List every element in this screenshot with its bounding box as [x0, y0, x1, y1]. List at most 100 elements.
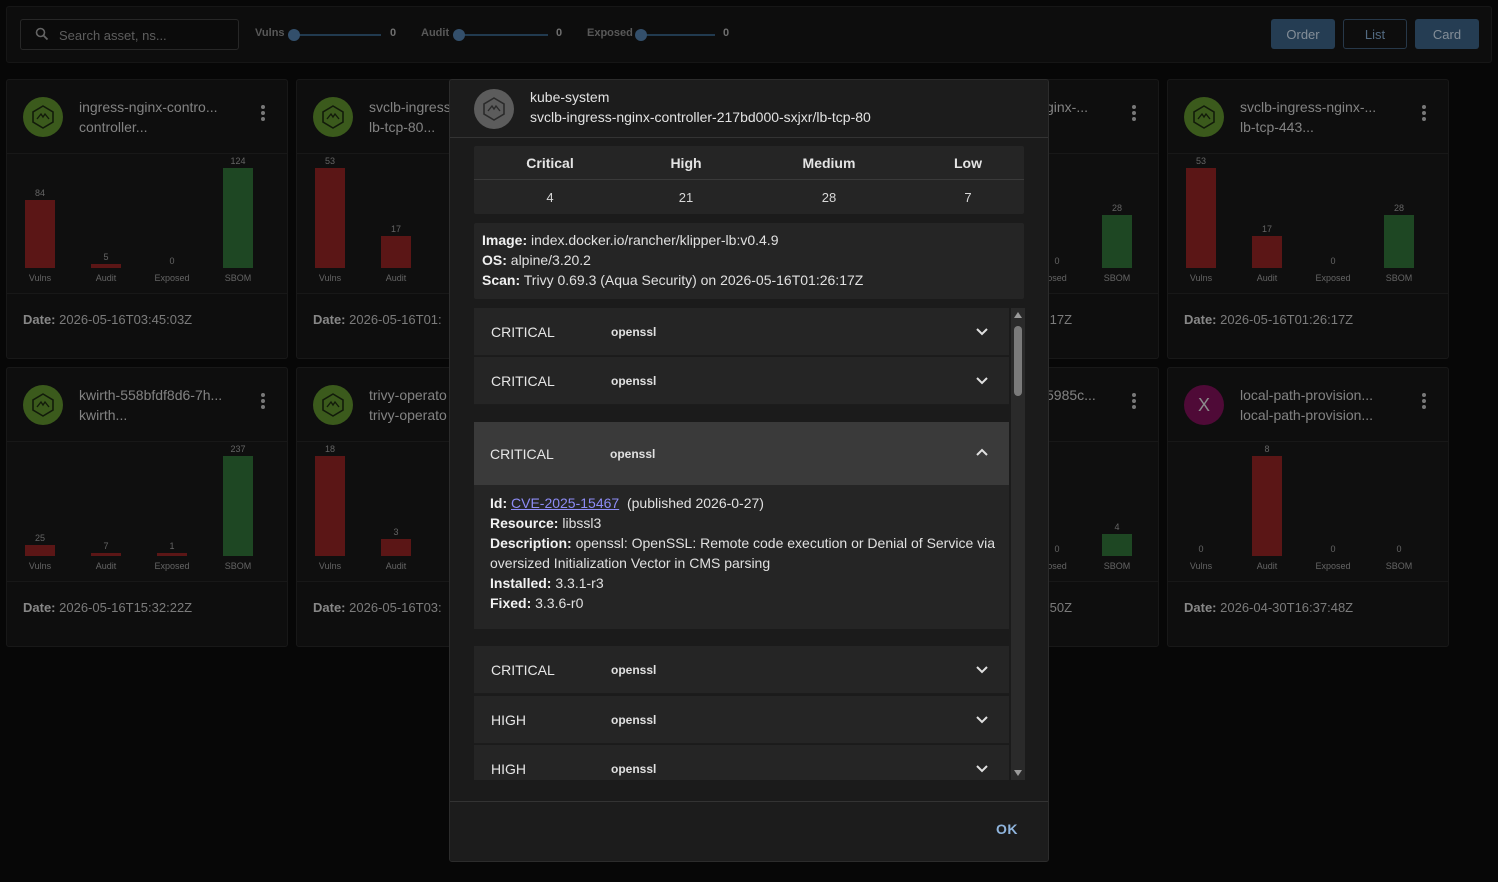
scroll-down-arrow-icon[interactable]	[1014, 770, 1022, 776]
bar-column: 5 Audit	[73, 154, 139, 294]
description-value: openssl: OpenSSL: Remote code execution …	[490, 535, 996, 571]
list-button[interactable]: List	[1343, 19, 1407, 49]
chevron-down-icon[interactable]	[975, 712, 989, 726]
exposed-slider-label: Exposed	[587, 27, 633, 39]
vuln-row[interactable]: CRITICAL openssl	[474, 357, 1009, 405]
scroll-up-arrow-icon[interactable]	[1014, 312, 1022, 318]
bar-vulns[interactable]	[315, 456, 345, 556]
severity-summary-table: Critical High Medium Low 4 21 28 7	[474, 146, 1024, 214]
expanded-row-header[interactable]: CRITICAL openssl	[474, 422, 1009, 485]
bar-vulns[interactable]	[25, 545, 55, 556]
bar-value-label: 0	[1054, 256, 1060, 266]
chevron-down-icon[interactable]	[975, 761, 989, 775]
kubernetes-icon	[313, 385, 353, 425]
bar-audit[interactable]	[1252, 236, 1282, 268]
bar-category-label: SBOM	[1385, 273, 1413, 283]
order-button[interactable]: Order	[1271, 19, 1335, 49]
card-title: kwirth-558bfdf8d6-7h... kwirth...	[79, 385, 222, 425]
audit-slider[interactable]: Audit 0	[421, 27, 571, 43]
asset-card[interactable]: kwirth-558bfdf8d6-7h... kwirth... 25 Vulns 7…	[6, 367, 288, 647]
cve-link[interactable]: CVE-2025-15467	[511, 495, 620, 511]
asset-card[interactable]: svclb-ingress-nginx-... lb-tcp-443... 53 Vu…	[1167, 79, 1449, 359]
scrollbar-thumb[interactable]	[1014, 326, 1022, 396]
vuln-row[interactable]: CRITICAL openssl	[474, 308, 1009, 356]
bar-column: 0 osed	[1024, 154, 1090, 294]
bar-vulns[interactable]	[315, 168, 345, 268]
audit-slider-track[interactable]	[458, 34, 548, 36]
audit-slider-value: 0	[556, 27, 563, 39]
card-date-value: 2026-05-16T15:32:22Z	[59, 600, 193, 615]
more-vert-icon[interactable]	[1132, 105, 1136, 121]
bar-audit[interactable]	[381, 539, 411, 556]
bar-audit[interactable]	[1252, 456, 1282, 556]
vulnerability-list-scrollbar[interactable]	[1011, 308, 1025, 780]
bar-audit[interactable]	[91, 264, 121, 268]
bar-value-label: 124	[230, 156, 246, 166]
bar-category-label: Vulns	[1189, 561, 1213, 571]
more-vert-icon[interactable]	[261, 105, 265, 121]
bar-category-label: Exposed	[154, 273, 190, 283]
bar-sbom[interactable]	[223, 168, 253, 268]
installed-label: Installed:	[490, 575, 552, 591]
bar-sbom[interactable]	[1102, 534, 1132, 556]
bar-audit[interactable]	[381, 236, 411, 268]
vuln-row[interactable]: CRITICAL openssl	[474, 646, 1009, 694]
vuln-package: openssl	[611, 325, 657, 339]
bar-category-label: Audit	[1256, 561, 1278, 571]
installed-value: 3.3.1-r3	[555, 575, 604, 591]
bar-vulns[interactable]	[25, 200, 55, 268]
dialog-header: kube-system svclb-ingress-nginx-controll…	[450, 80, 1048, 138]
bar-category-label: SBOM	[1385, 561, 1413, 571]
audit-slider-thumb[interactable]	[453, 29, 465, 41]
card-title: local-path-provision... local-path-provis…	[1240, 385, 1373, 425]
bar-category-label: Exposed	[1315, 561, 1351, 571]
search-icon	[35, 27, 49, 41]
bar-column: 124 SBOM	[205, 154, 271, 294]
card-title-line2: lb-tcp-80...	[369, 119, 436, 135]
vulnerability-list[interactable]: CRITICAL openssl CRITICAL openssl CRITIC…	[474, 308, 1024, 780]
more-vert-icon[interactable]	[1422, 393, 1426, 409]
card-header: ingress-nginx-contro... controller...	[7, 80, 287, 154]
bar-sbom[interactable]	[1102, 215, 1132, 268]
critical-count: 4	[546, 189, 554, 205]
vuln-severity: CRITICAL	[491, 662, 555, 678]
chevron-down-icon[interactable]	[975, 324, 989, 338]
bar-vulns[interactable]	[1186, 168, 1216, 268]
image-value: index.docker.io/rancher/klipper-lb:v0.4.…	[531, 232, 779, 248]
more-vert-icon[interactable]	[261, 393, 265, 409]
id-label: Id:	[490, 495, 508, 511]
search-input[interactable]	[59, 26, 229, 44]
card-bar-chart: 25 Vulns 7 Audit 1 Exposed 237 SBOM	[7, 442, 287, 582]
vulns-slider-thumb[interactable]	[288, 29, 300, 41]
search-box[interactable]	[20, 19, 239, 50]
bar-sbom[interactable]	[223, 456, 253, 556]
bar-exposed[interactable]	[157, 553, 187, 556]
vuln-row[interactable]: HIGH openssl	[474, 696, 1009, 744]
vulns-slider[interactable]: Vulns 0	[255, 27, 405, 43]
exposed-slider[interactable]: Exposed 0	[587, 27, 737, 43]
bar-audit[interactable]	[91, 553, 121, 556]
exposed-slider-track[interactable]	[639, 34, 715, 36]
bar-sbom[interactable]	[1384, 215, 1414, 268]
chevron-down-icon[interactable]	[975, 662, 989, 676]
chevron-down-icon[interactable]	[975, 373, 989, 387]
bar-column: 7 Audit	[73, 442, 139, 582]
card-date: Date: 2026-05-16T03:45:03Z	[23, 312, 192, 327]
vuln-row[interactable]: HIGH openssl	[474, 745, 1009, 780]
more-vert-icon[interactable]	[1132, 393, 1136, 409]
exposed-slider-thumb[interactable]	[635, 29, 647, 41]
card-button[interactable]: Card	[1415, 19, 1479, 49]
ok-button[interactable]: OK	[996, 821, 1018, 837]
bar-column: 3 Audit	[363, 442, 429, 582]
vulns-slider-track[interactable]	[293, 34, 381, 36]
bar-category-label: SBOM	[1103, 273, 1131, 283]
chevron-up-icon[interactable]	[975, 446, 989, 460]
more-vert-icon[interactable]	[1422, 105, 1426, 121]
kubernetes-icon	[313, 97, 353, 137]
bar-category-label: Audit	[385, 561, 407, 571]
bar-column: 0 osed	[1024, 442, 1090, 582]
asset-card[interactable]: ingress-nginx-contro... controller... 84 Vu…	[6, 79, 288, 359]
avatar: X	[1184, 385, 1224, 425]
